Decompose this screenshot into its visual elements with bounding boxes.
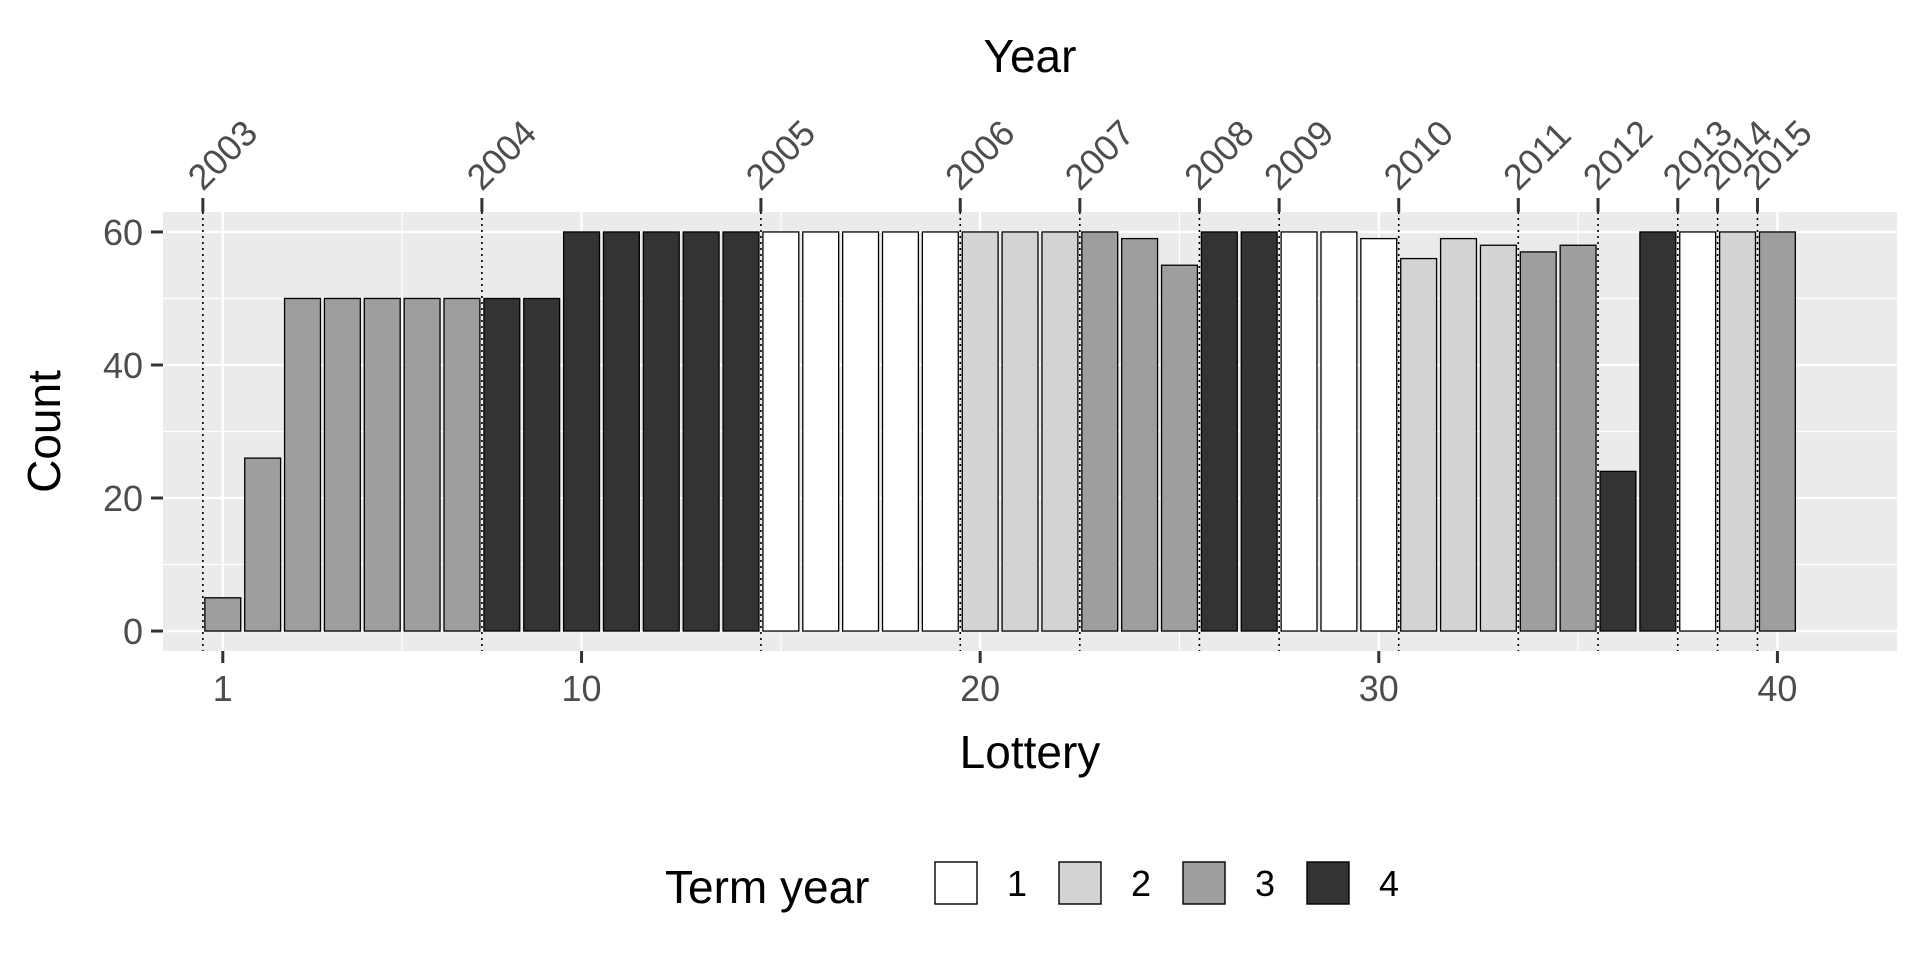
- bar: [1320, 231, 1358, 632]
- bar: [1439, 237, 1478, 632]
- top-axis-title: Year: [984, 30, 1077, 82]
- year-marker-label: 2005: [738, 112, 824, 198]
- y-tick-label: 0: [123, 611, 143, 652]
- bar: [523, 297, 561, 632]
- legend-title: Term year: [665, 861, 869, 913]
- x-axis-title: Lottery: [960, 726, 1101, 778]
- bar: [1479, 244, 1517, 632]
- x-tick-label: 10: [562, 668, 602, 709]
- bar: [483, 297, 521, 632]
- bar: [204, 597, 242, 632]
- year-marker-label: 2009: [1256, 112, 1342, 198]
- legend-items: 1 2 3 4: [934, 861, 1399, 905]
- bar: [244, 457, 282, 632]
- bar: [1679, 231, 1717, 632]
- legend-label: 1: [1007, 863, 1027, 904]
- x-tick-label: 1: [213, 668, 233, 709]
- bar: [1519, 251, 1557, 632]
- x-tick-label: 20: [960, 668, 1000, 709]
- axes-layer: 1 10 20 30 40 0 20 40 60: [103, 212, 1797, 709]
- bar: [841, 231, 880, 632]
- legend-swatch: [1182, 861, 1226, 905]
- bar: [1758, 231, 1797, 632]
- bar: [443, 297, 481, 632]
- legend-label: 4: [1379, 863, 1399, 904]
- bar: [363, 297, 401, 632]
- x-tick-label: 30: [1359, 668, 1399, 709]
- bar: [562, 231, 601, 632]
- year-marker-label: 2003: [180, 112, 266, 198]
- bar: [1160, 264, 1199, 632]
- bar: [403, 297, 441, 632]
- year-marker-label: 2008: [1176, 112, 1262, 198]
- bar: [1360, 237, 1398, 632]
- bar: [802, 231, 840, 632]
- bar: [1200, 231, 1238, 632]
- legend-swatch: [1306, 861, 1350, 905]
- legend-label: 3: [1255, 863, 1275, 904]
- bar: [1718, 231, 1757, 632]
- legend-swatch: [1058, 861, 1102, 905]
- y-tick-label: 60: [103, 212, 143, 253]
- bar: [283, 297, 322, 632]
- bar: [642, 231, 680, 632]
- year-marker-label: 2006: [937, 112, 1023, 198]
- legend-swatch: [934, 861, 978, 905]
- bar: [1240, 231, 1278, 632]
- bar: [1559, 244, 1597, 632]
- y-tick-label: 40: [103, 345, 143, 386]
- bar: [682, 231, 720, 632]
- bar: [602, 231, 641, 632]
- bar: [1121, 237, 1159, 632]
- bar: [323, 297, 361, 632]
- bar: [1041, 231, 1079, 632]
- bar: [1081, 231, 1119, 632]
- bars-layer: [204, 231, 1797, 632]
- bar: [961, 231, 999, 632]
- bar: [1400, 257, 1438, 632]
- y-tick-label: 20: [103, 478, 143, 519]
- bar: [762, 231, 800, 632]
- bar: [921, 231, 959, 632]
- bar: [1599, 470, 1637, 632]
- bar: [1001, 231, 1039, 632]
- year-marker-label: 2007: [1056, 112, 1142, 198]
- x-tick-label: 40: [1757, 668, 1797, 709]
- y-axis-title: Count: [18, 370, 70, 493]
- year-marker-label: 2012: [1575, 112, 1661, 198]
- bar: [1280, 231, 1318, 632]
- legend-label: 2: [1131, 863, 1151, 904]
- year-marker-label: 2011: [1495, 114, 1579, 198]
- bar: [1639, 231, 1677, 632]
- bar: [722, 231, 760, 632]
- year-marker-label: 2010: [1375, 112, 1461, 198]
- bar: [881, 231, 920, 632]
- legend: Term year 1 2 3 4: [665, 861, 1399, 913]
- year-marker-label: 2004: [459, 112, 545, 198]
